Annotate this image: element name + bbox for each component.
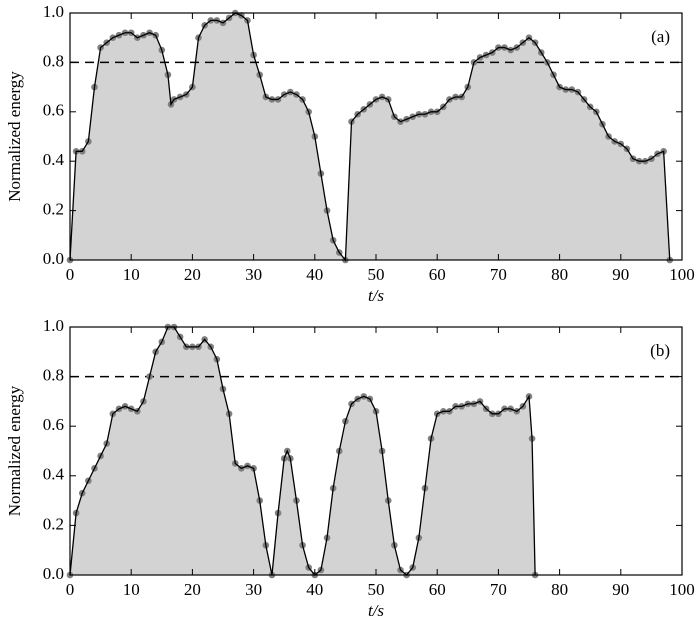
x-tick-label: 90 [612, 580, 629, 599]
x-tick-label: 70 [490, 580, 507, 599]
y-tick-label: 1.0 [43, 316, 64, 335]
x-tick-label: 0 [66, 265, 75, 284]
x-tick-label: 20 [184, 580, 201, 599]
x-axis-label: t/s [368, 286, 384, 305]
area-fill [70, 327, 536, 575]
y-axis-label: Normalized energy [5, 71, 24, 202]
y-tick-label: 0.6 [43, 101, 64, 120]
x-tick-label: 0 [66, 580, 75, 599]
y-tick-label: 0.0 [43, 564, 64, 583]
y-tick-label: 0.2 [43, 514, 64, 533]
y-axis-label: Normalized energy [5, 385, 24, 516]
panel-label: (a) [651, 27, 670, 46]
x-tick-label: 30 [245, 580, 262, 599]
area-fill [70, 13, 670, 260]
data-line [69, 326, 536, 576]
x-tick-label: 80 [551, 580, 568, 599]
x-tick-label: 10 [123, 265, 140, 284]
x-tick-label: 80 [551, 265, 568, 284]
y-tick-label: 0.8 [43, 51, 64, 70]
x-tick-label: 50 [368, 580, 385, 599]
y-tick-label: 0.0 [43, 249, 64, 268]
x-tick-label: 60 [429, 265, 446, 284]
x-tick-label: 100 [669, 265, 695, 284]
y-tick-label: 0.4 [43, 465, 65, 484]
x-tick-label: 50 [368, 265, 385, 284]
x-tick-label: 90 [612, 265, 629, 284]
x-tick-label: 30 [245, 265, 262, 284]
y-tick-label: 0.2 [43, 200, 64, 219]
y-tick-label: 0.4 [43, 150, 65, 169]
x-axis-label: t/s [368, 601, 384, 620]
y-tick-label: 0.6 [43, 415, 64, 434]
y-tick-label: 0.8 [43, 366, 64, 385]
x-tick-label: 40 [306, 265, 323, 284]
x-tick-label: 10 [123, 580, 140, 599]
x-tick-label: 70 [490, 265, 507, 284]
panel-label: (b) [650, 341, 670, 360]
x-tick-label: 100 [669, 580, 695, 599]
x-tick-label: 40 [306, 580, 323, 599]
x-tick-label: 20 [184, 265, 201, 284]
x-tick-label: 60 [429, 580, 446, 599]
data-line [69, 12, 671, 262]
y-tick-label: 1.0 [43, 2, 64, 21]
